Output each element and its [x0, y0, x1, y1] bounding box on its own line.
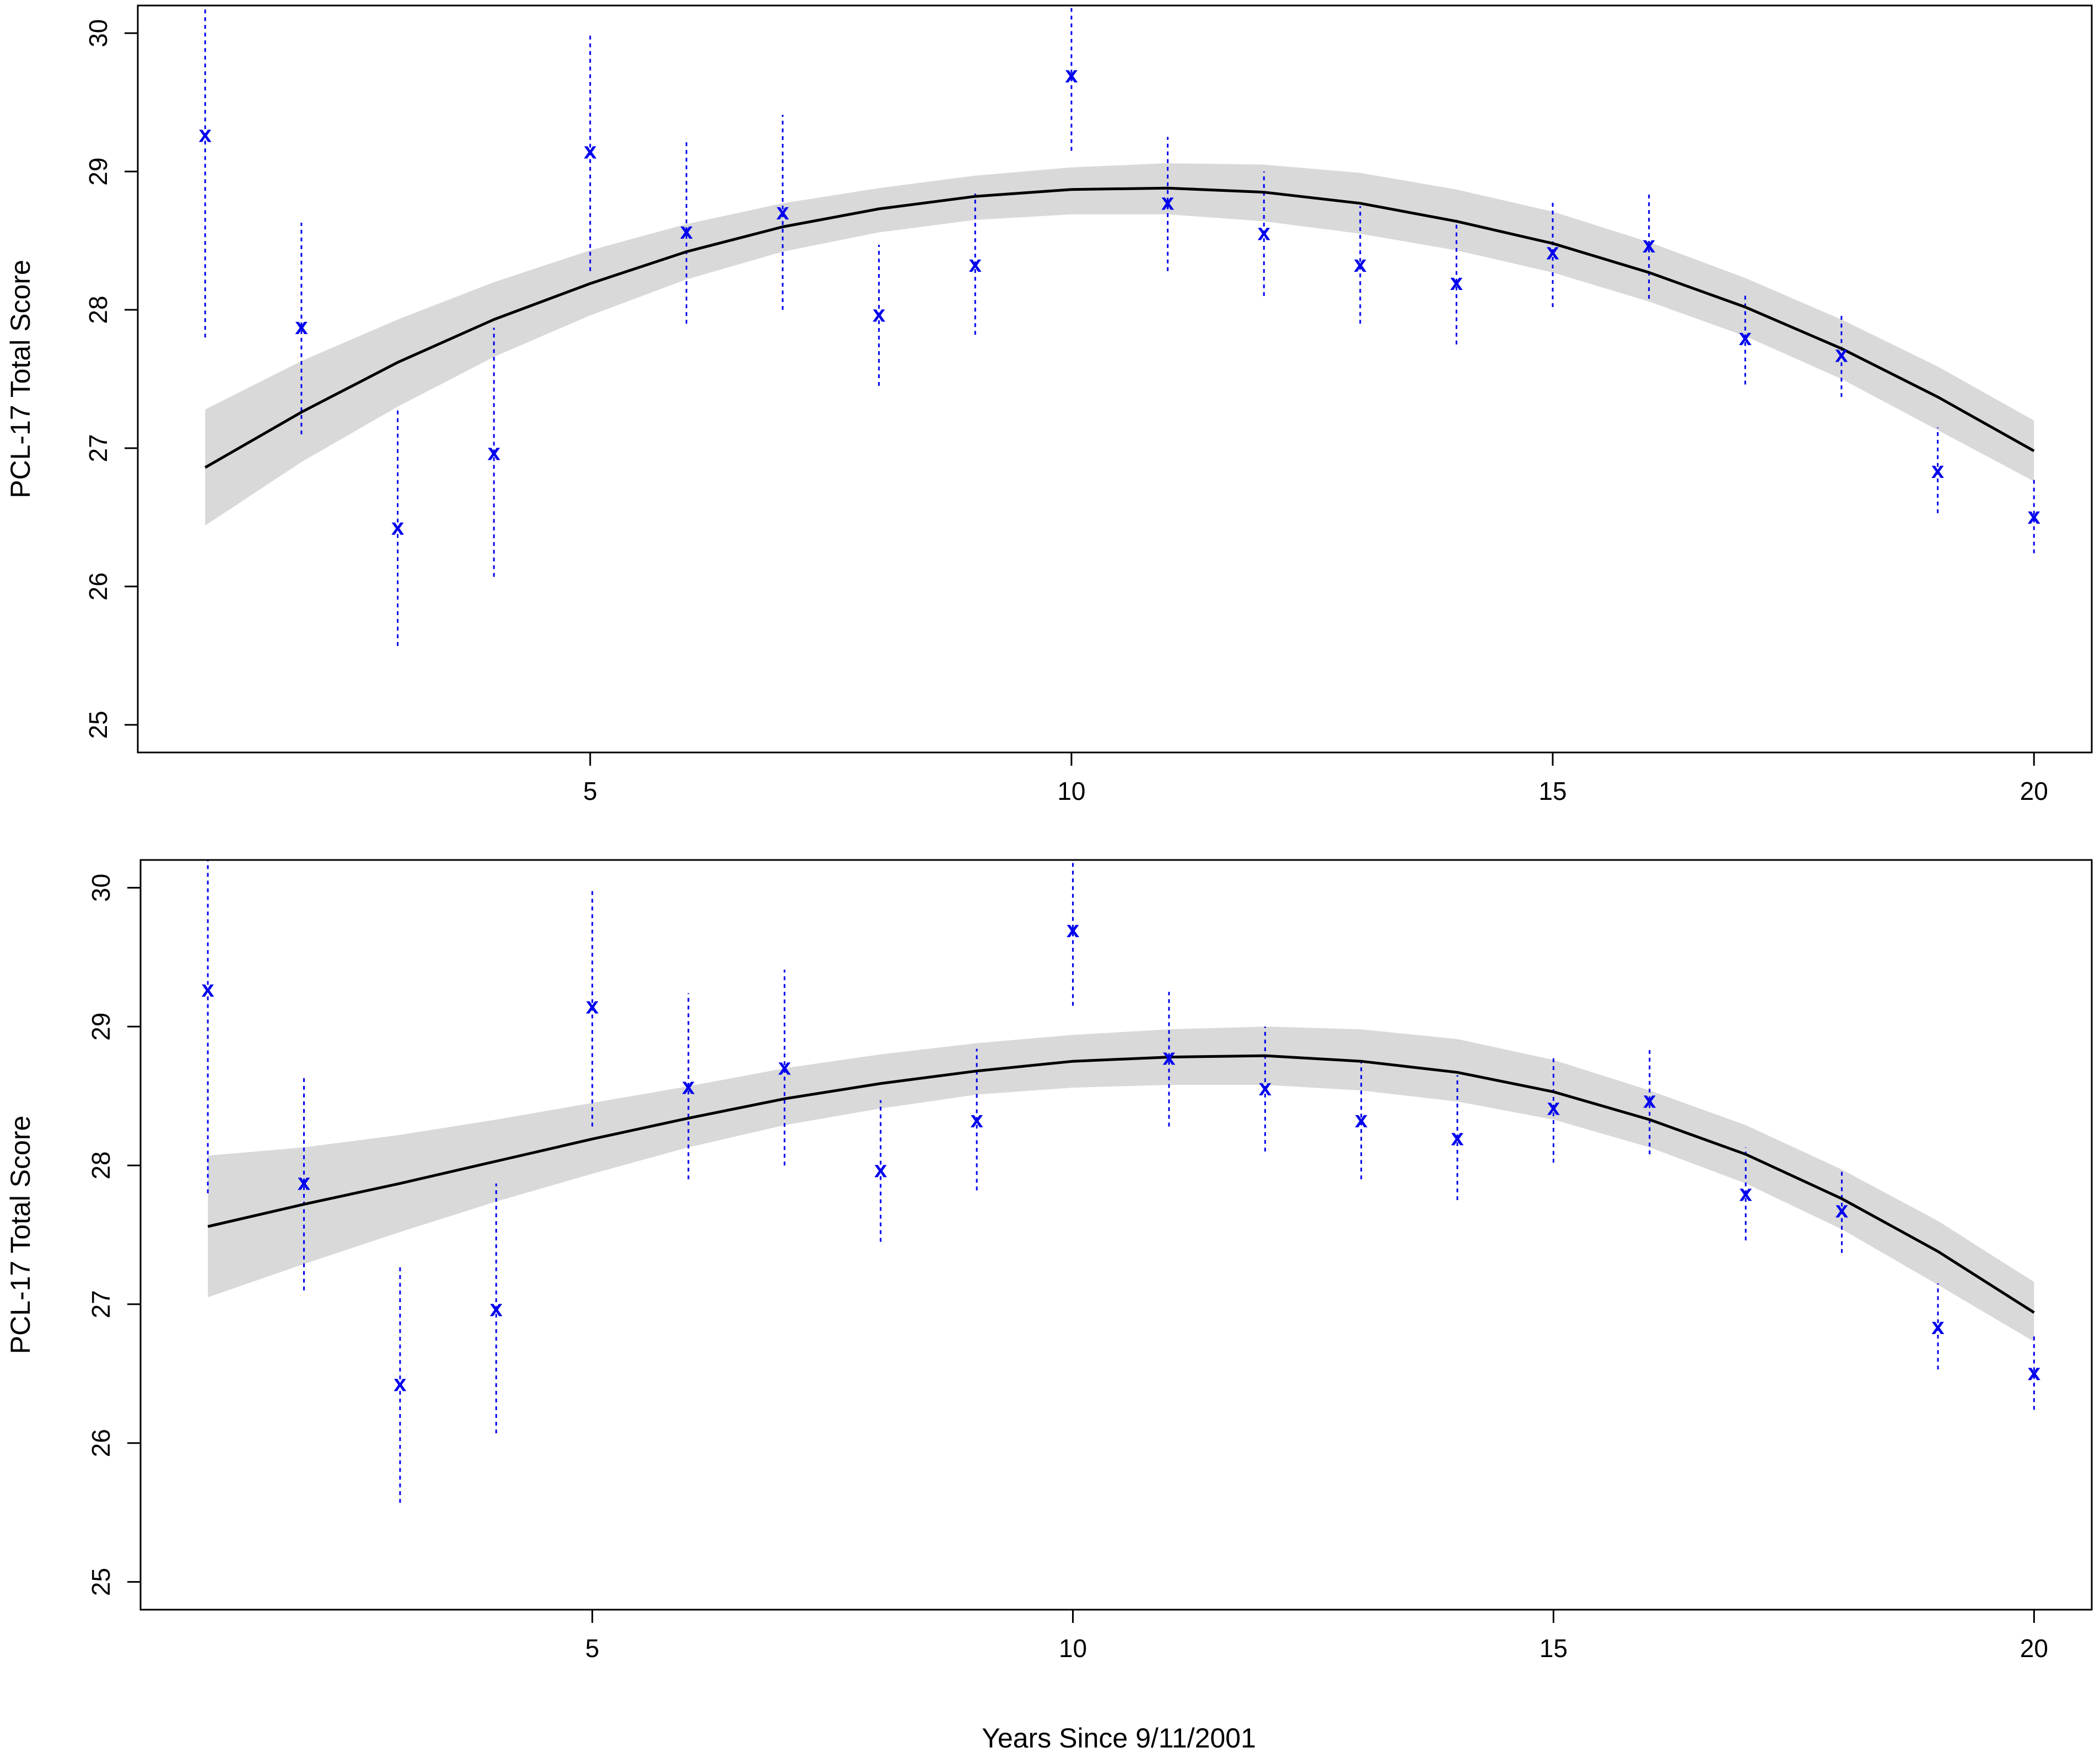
bottom-y-tick-label-27: 27	[87, 1290, 115, 1318]
bottom-x-tick-label-15: 15	[1539, 1634, 1568, 1663]
top-point-20: x	[2028, 503, 2041, 529]
bottom-point-2: x	[298, 1169, 311, 1195]
top-point-3: x	[391, 514, 405, 540]
bottom-x-tick-label-5: 5	[585, 1634, 600, 1663]
bottom-points: x x x x x x x x x x x x x x x x x x x x	[201, 916, 2040, 1396]
top-point-17: x	[1739, 324, 1752, 350]
top-y-tick-label-25: 25	[84, 711, 112, 739]
bottom-point-5: x	[586, 992, 599, 1018]
top-x-tick-label-20: 20	[2020, 777, 2048, 805]
bottom-point-15: x	[1547, 1094, 1560, 1120]
top-error-bars	[204, 6, 2035, 646]
top-point-11: x	[1161, 189, 1175, 214]
bottom-point-17: x	[1740, 1180, 1753, 1206]
bottom-point-10: x	[1067, 916, 1080, 942]
top-point-8: x	[873, 301, 886, 327]
bottom-y-axis-title: PCL-17 Total Score	[5, 1116, 36, 1354]
bottom-error-bars	[207, 860, 2035, 1503]
bottom-point-12: x	[1259, 1074, 1272, 1100]
bottom-y-tick-label-28: 28	[87, 1151, 115, 1179]
bottom-point-11: x	[1162, 1044, 1176, 1070]
bottom-point-19: x	[1931, 1313, 1945, 1339]
top-fit-line	[204, 186, 2035, 469]
bottom-confidence-band	[208, 1026, 2034, 1342]
bottom-y-axis: 25 26 27 28 29 30	[87, 874, 141, 1596]
bottom-y-tick-label-29: 29	[87, 1013, 115, 1041]
bottom-point-16: x	[1643, 1087, 1656, 1113]
bottom-fit-layer	[207, 1054, 2035, 1314]
top-confidence-band	[205, 163, 2034, 526]
bottom-x-axis: 5 10 15 20	[585, 1610, 2048, 1663]
bottom-point-20: x	[2028, 1359, 2041, 1385]
top-point-6: x	[680, 218, 693, 244]
bottom-point-3: x	[394, 1370, 407, 1396]
top-point-13: x	[1354, 251, 1367, 277]
top-point-9: x	[969, 251, 982, 277]
bottom-point-8: x	[874, 1157, 887, 1182]
top-fit-layer	[204, 186, 2035, 469]
bottom-point-18: x	[1835, 1197, 1849, 1223]
top-panel: x x x x x x x x x x x x x x x x x x x x 5 10 15 20 25 26 27 28 29 3…	[5, 4, 2093, 805]
bottom-panel: x x x x x x x x x x x x x x x x x x x x 5 10 15 20 25 26 27 28 29 3…	[5, 859, 2093, 1663]
top-y-tick-label-29: 29	[84, 158, 112, 186]
top-y-tick-label-28: 28	[84, 295, 112, 324]
top-point-10: x	[1065, 61, 1078, 87]
x-axis-title: Years Since 9/11/2001	[982, 1723, 1256, 1753]
top-point-14: x	[1450, 269, 1463, 295]
bottom-x-tick-label-20: 20	[2020, 1634, 2048, 1663]
top-point-12: x	[1257, 219, 1270, 245]
top-x-tick-label-5: 5	[583, 777, 597, 805]
top-y-axis: 25 26 27 28 29 30	[84, 19, 138, 739]
top-y-tick-label-27: 27	[84, 434, 112, 462]
bottom-y-tick-label-26: 26	[87, 1429, 115, 1457]
top-point-18: x	[1835, 341, 1848, 367]
top-plot-frame	[137, 4, 2093, 754]
top-point-1: x	[199, 121, 212, 147]
top-point-5: x	[584, 137, 597, 163]
bottom-y-tick-label-30: 30	[87, 874, 115, 902]
top-point-2: x	[295, 313, 308, 339]
bottom-confidence-band-layer	[208, 1026, 2034, 1342]
top-point-19: x	[1931, 457, 1945, 483]
bottom-plot-frame	[139, 859, 2093, 1611]
top-x-tick-label-10: 10	[1057, 777, 1085, 805]
bottom-point-1: x	[201, 976, 214, 1002]
bottom-point-14: x	[1451, 1125, 1464, 1150]
top-point-4: x	[487, 439, 500, 465]
bottom-point-6: x	[682, 1073, 695, 1099]
bottom-y-tick-label-25: 25	[87, 1568, 115, 1596]
top-x-tick-label-15: 15	[1538, 777, 1566, 805]
top-point-15: x	[1546, 239, 1559, 265]
bottom-point-4: x	[490, 1295, 503, 1321]
bottom-point-9: x	[970, 1106, 983, 1132]
bottom-point-13: x	[1355, 1106, 1368, 1132]
top-confidence-band-layer	[205, 163, 2034, 526]
top-point-16: x	[1643, 232, 1656, 257]
bottom-point-7: x	[778, 1053, 791, 1079]
top-x-axis: 5 10 15 20	[583, 752, 2048, 805]
top-points: x x x x x x x x x x x x x x x x x x x x	[199, 61, 2041, 540]
top-y-tick-label-30: 30	[84, 19, 112, 47]
top-point-7: x	[776, 198, 789, 224]
bottom-x-tick-label-10: 10	[1059, 1634, 1087, 1663]
top-y-axis-title: PCL-17 Total Score	[5, 260, 36, 498]
bottom-fit-line	[207, 1054, 2035, 1314]
top-y-tick-label-26: 26	[84, 572, 112, 600]
